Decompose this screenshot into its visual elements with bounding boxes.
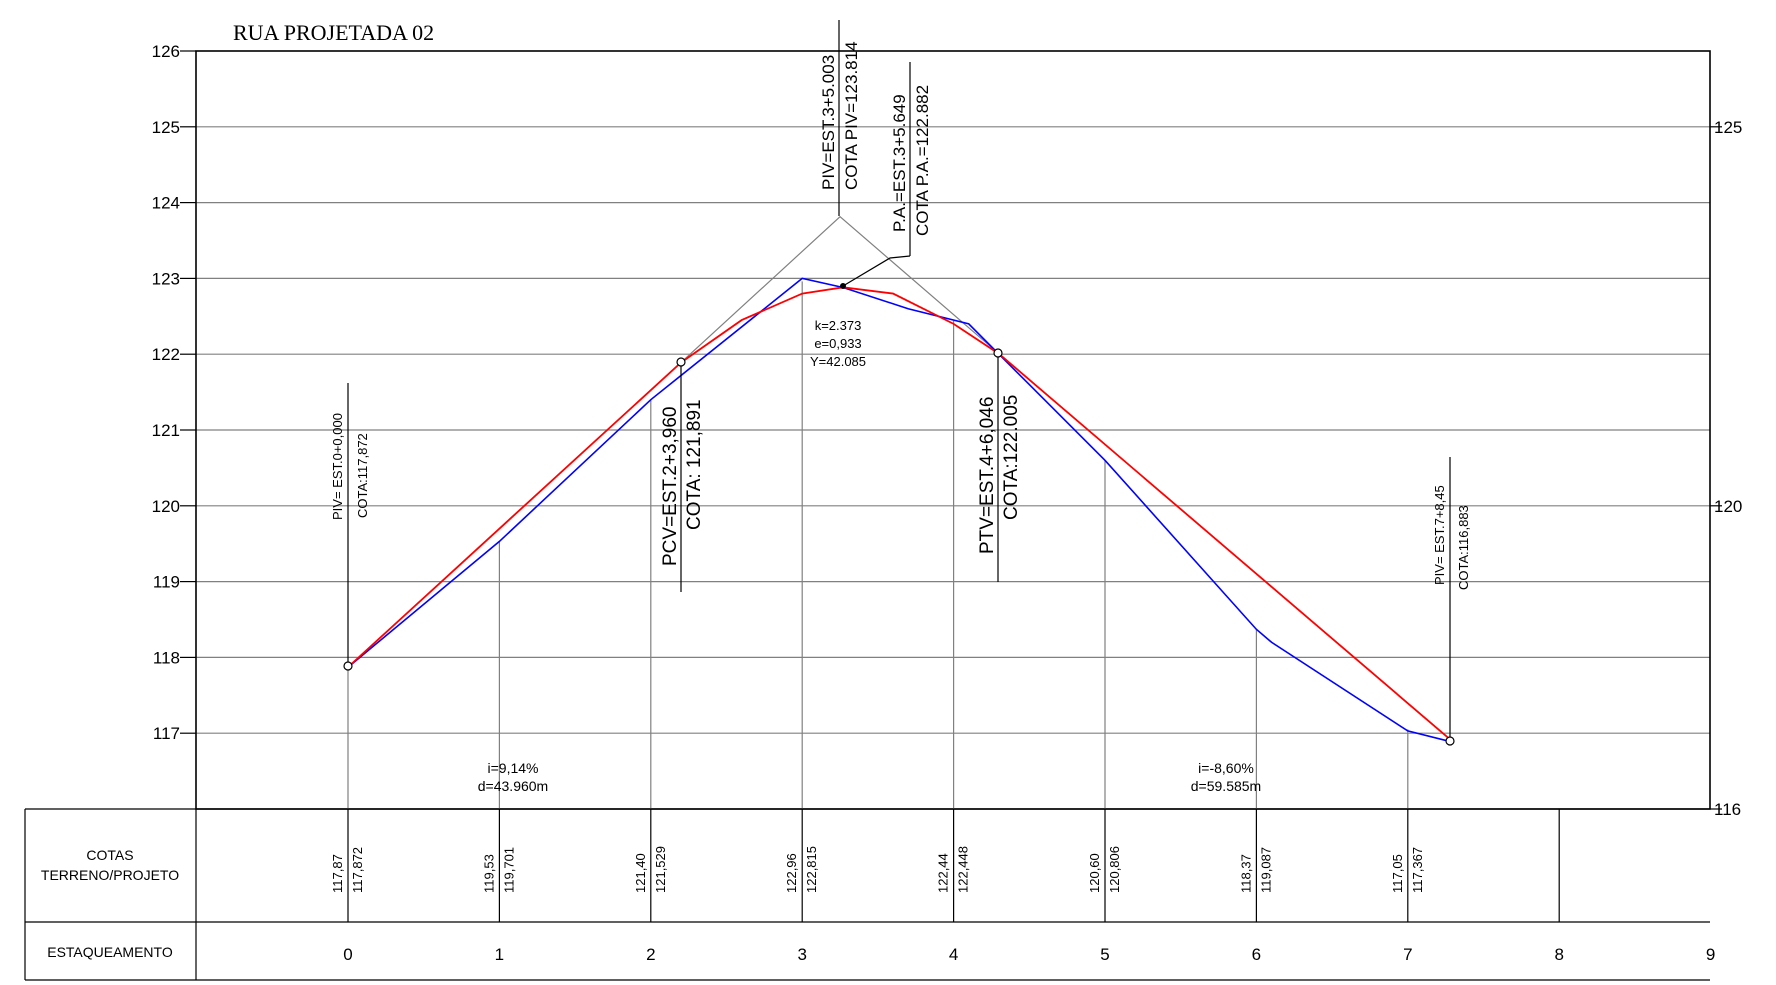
terreno-value: 122,44 [936, 853, 951, 893]
station-label: 4 [949, 945, 958, 964]
station-label: 1 [495, 945, 504, 964]
row1-label-1: COTAS [86, 847, 133, 863]
station-label: 5 [1100, 945, 1109, 964]
terreno-value: 122,96 [784, 853, 799, 893]
projeto-value: 117,872 [350, 847, 365, 893]
projeto-value: 121,529 [653, 846, 668, 893]
projeto-value: 122,448 [956, 846, 971, 893]
slope-right-i: i=-8,60% [1198, 760, 1254, 776]
terreno-value: 119,53 [481, 854, 496, 893]
row2-label: ESTAQUEAMENTO [47, 944, 173, 960]
y-tick-label: 125 [152, 118, 180, 137]
curve-k: k=2.373 [815, 318, 862, 333]
piv-start-label-2: COTA:117,872 [355, 433, 370, 518]
y-tick-label-right: 116 [1714, 800, 1741, 819]
projeto-value: 122,815 [804, 846, 819, 893]
ptv-label-2: COTA:122.005 [1001, 395, 1022, 520]
pa-label-2: COTA P.A.=122.882 [913, 85, 932, 236]
annotations: PIV=EST.3+5.003 COTA PIV=123.814 P.A.=ES… [330, 41, 1471, 794]
y-tick-label-right: 120 [1714, 497, 1742, 516]
projeto-value: 119,701 [501, 847, 516, 893]
projeto-value: 117,367 [1410, 847, 1425, 893]
row1-label-2: TERRENO/PROJETO [41, 867, 179, 883]
projeto-value: 119,087 [1258, 847, 1273, 893]
data-table: COTAS TERRENO/PROJETO ESTAQUEAMENTO 0 117… [24, 808, 1715, 981]
piv-start-marker [343, 661, 353, 671]
station-label: 6 [1252, 945, 1261, 964]
station-label: 0 [343, 945, 352, 964]
y-tick-label: 120 [152, 497, 180, 516]
ptv-label-1: PTV=EST.4+6,046 [977, 397, 998, 554]
y-tick-label: 122 [152, 345, 180, 364]
terreno-value: 120,60 [1087, 853, 1102, 893]
curve-e: e=0,933 [814, 336, 861, 351]
y-tick-label-right: 125 [1714, 118, 1742, 137]
piv-end-label-1: PIV= EST.7+8,45 [1432, 485, 1447, 585]
station-lines [347, 281, 1409, 809]
station-label: 7 [1403, 945, 1412, 964]
y-axis-left: 126 125 124 123 122 121 120 119 118 117 [152, 42, 196, 743]
terreno-value: 118,37 [1238, 854, 1253, 893]
piv-end-label-2: COTA:116,883 [1456, 505, 1471, 590]
y-tick-label: 119 [153, 573, 180, 592]
terreno-value: 117,87 [330, 854, 345, 893]
y-tick-label: 118 [153, 648, 180, 667]
y-tick-label: 117 [153, 724, 180, 743]
piv-start-label-1: PIV= EST.0+0,000 [330, 413, 345, 520]
projeto-value: 120,806 [1107, 846, 1122, 893]
ptv-marker [993, 348, 1003, 358]
tangent-lines [680, 215, 1000, 363]
curve-y: Y=42.085 [810, 354, 866, 369]
page-title: RUA PROJETADA 02 [233, 20, 434, 45]
y-axis-right: 125 120 116 [1710, 118, 1742, 819]
pa-arrow [842, 255, 911, 287]
pcv-label-2: COTA: 121,891 [684, 399, 705, 530]
station-label: 9 [1706, 945, 1715, 964]
series-project-line [347, 286, 1454, 743]
pa-label-1: P.A.=EST.3+5.649 [890, 94, 909, 232]
y-tick-label: 121 [152, 421, 180, 440]
terreno-value: 117,05 [1390, 854, 1405, 893]
y-tick-label: 123 [152, 269, 180, 288]
y-tick-label: 124 [152, 194, 180, 213]
pa-marker [840, 283, 846, 289]
piv-end-marker [1445, 736, 1455, 746]
table-columns: 0 117,87 117,872 1 119,53 119,701 2 121,40 121,5… [330, 809, 1715, 964]
piv-center-label-2: COTA PIV=123.814 [842, 41, 861, 190]
pcv-label-1: PCV=EST.2+3,960 [660, 407, 681, 567]
station-label: 3 [797, 945, 806, 964]
series-terrain-line [347, 277, 1454, 744]
slope-right-d: d=59.585m [1191, 778, 1261, 794]
pcv-marker [676, 357, 686, 367]
piv-center-label-1: PIV=EST.3+5.003 [819, 55, 838, 190]
markers [343, 20, 1455, 746]
station-label: 8 [1554, 945, 1563, 964]
station-label: 2 [646, 945, 655, 964]
slope-left-d: d=43.960m [478, 778, 548, 794]
slope-left-i: i=9,14% [488, 760, 539, 776]
y-tick-label: 126 [152, 42, 180, 61]
terreno-value: 121,40 [633, 853, 648, 893]
